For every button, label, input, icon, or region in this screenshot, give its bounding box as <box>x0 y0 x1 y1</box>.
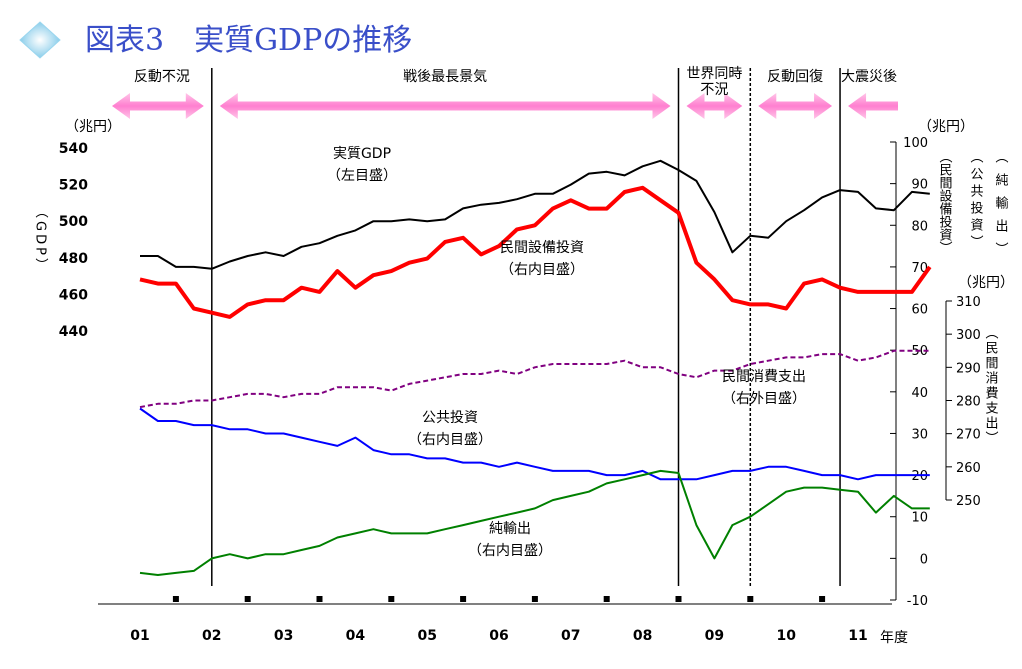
x-tick-marker <box>531 596 538 602</box>
series-label: （右内目盛） <box>500 262 584 278</box>
series-label: 純輸出 <box>489 521 531 537</box>
left-tick-label: 500 <box>59 214 88 230</box>
x-tick-marker <box>819 596 826 602</box>
period-arrow <box>758 93 833 119</box>
left-axis-title: （GDP） <box>33 205 49 274</box>
left-tick-label: 540 <box>59 141 88 157</box>
chart-title: 図表3 実質GDPの推移 <box>85 23 412 58</box>
x-tick-label: 04 <box>346 628 366 644</box>
series-label: 民間設備投資 <box>500 240 584 256</box>
x-tick-label: 02 <box>202 628 221 644</box>
chart-title-group: 図表3 実質GDPの推移 <box>19 21 412 59</box>
period-arrow <box>112 93 204 119</box>
series-line-4 <box>139 469 930 576</box>
right-outer-tick-label: 260 <box>956 461 981 476</box>
left-tick-label: 440 <box>59 324 88 340</box>
right-inner-tick-label: 90 <box>911 178 928 193</box>
series-line-1 <box>139 185 932 319</box>
series-labels: 実質GDP （左目盛） 民間設備投資 （右内目盛） 民間消費支出 （右外目盛） 公共投資 （右… <box>327 146 806 559</box>
period-arrow <box>219 93 671 119</box>
period-label: 世界同時 <box>686 66 742 82</box>
x-tick-label: 06 <box>489 628 508 644</box>
period-label: 反動回復 <box>767 68 823 85</box>
series-line-0 <box>140 159 930 270</box>
right-outer-tick-label: 280 <box>956 395 981 410</box>
series-label: 民間消費支出 <box>722 369 806 385</box>
x-tick-label: 01 <box>130 628 149 644</box>
x-tick-marker <box>388 596 395 602</box>
diamond-icon <box>19 21 61 59</box>
x-tick-marker <box>675 596 682 602</box>
right-outer-tick-label: 270 <box>956 428 981 443</box>
x-tick-label: 09 <box>705 628 724 644</box>
x-tick-marker <box>244 596 251 602</box>
series-label: （右外目盛） <box>722 391 806 407</box>
axes: 01 02 03 04 05 06 07 08 09 10 11 440 460 480 500 520 540… <box>59 136 981 644</box>
phase-lines <box>211 68 841 586</box>
right-inner-tick-label: -10 <box>907 594 928 609</box>
right-axis-title-public-investment: （公共投資） <box>968 150 984 252</box>
right-inner-tick-label: 80 <box>911 219 928 234</box>
right-inner-unit-label: （兆円） <box>918 119 974 135</box>
x-tick-marker <box>747 596 754 602</box>
right-outer-tick-label: 310 <box>956 295 981 310</box>
left-tick-label: 520 <box>59 178 88 194</box>
right-inner-tick-label: 10 <box>911 511 928 526</box>
right-inner-tick-label: 60 <box>911 303 928 318</box>
right-axis-title-net-exports: （純輸出） <box>993 150 1009 265</box>
left-tick-label: 460 <box>59 287 88 303</box>
right-inner-tick-label: 40 <box>911 386 928 401</box>
period-arrow <box>848 93 898 119</box>
right-outer-axis-title: （民間消費支出） <box>983 326 999 446</box>
series-line-3 <box>139 407 930 481</box>
series-label: （右内目盛） <box>468 543 552 559</box>
right-inner-tick-label: 20 <box>911 469 928 484</box>
x-tick-label: 08 <box>633 628 652 644</box>
period-label: 不況 <box>700 82 728 98</box>
right-inner-tick-label: 30 <box>911 427 928 442</box>
series-label: 実質GDP <box>333 146 391 162</box>
x-tick-label: 10 <box>776 628 796 644</box>
x-tick-label: 05 <box>417 628 436 644</box>
period-label: 反動不況 <box>134 69 190 85</box>
x-tick-marker <box>603 596 610 602</box>
left-tick-label: 480 <box>59 251 88 267</box>
right-outer-unit-label: （兆円） <box>958 275 1014 291</box>
x-tick-marker <box>460 596 467 602</box>
period-arrow <box>686 93 743 119</box>
series-line-2 <box>139 349 930 409</box>
right-inner-tick-label: 0 <box>920 552 928 567</box>
right-axis-title-capex: （民間設備投資） <box>937 150 953 254</box>
period-label: 戦後最長景気 <box>403 69 487 85</box>
x-tick-label: 11 <box>848 628 867 644</box>
vertical-axis-titles: （GDP） （純輸出） （公共投資） （民間設備投資） （民間消費支出） <box>33 150 1009 446</box>
left-unit-label: （兆円） <box>65 119 121 135</box>
right-outer-tick-label: 290 <box>956 361 981 376</box>
x-tick-label: 03 <box>274 628 293 644</box>
x-tick-label: 07 <box>561 628 580 644</box>
right-outer-tick-label: 300 <box>956 328 981 343</box>
x-tick-marker <box>316 596 323 602</box>
series-label: （左目盛） <box>327 168 397 184</box>
series-label: （右内目盛） <box>408 432 492 448</box>
series-group <box>139 159 932 576</box>
right-inner-tick-label: 100 <box>903 136 928 151</box>
right-outer-tick-label: 250 <box>956 494 981 509</box>
series-label: 公共投資 <box>422 410 478 426</box>
x-unit-label: 年度 <box>880 630 908 646</box>
period-label: 大震災後 <box>841 69 897 85</box>
x-tick-marker <box>172 596 179 602</box>
